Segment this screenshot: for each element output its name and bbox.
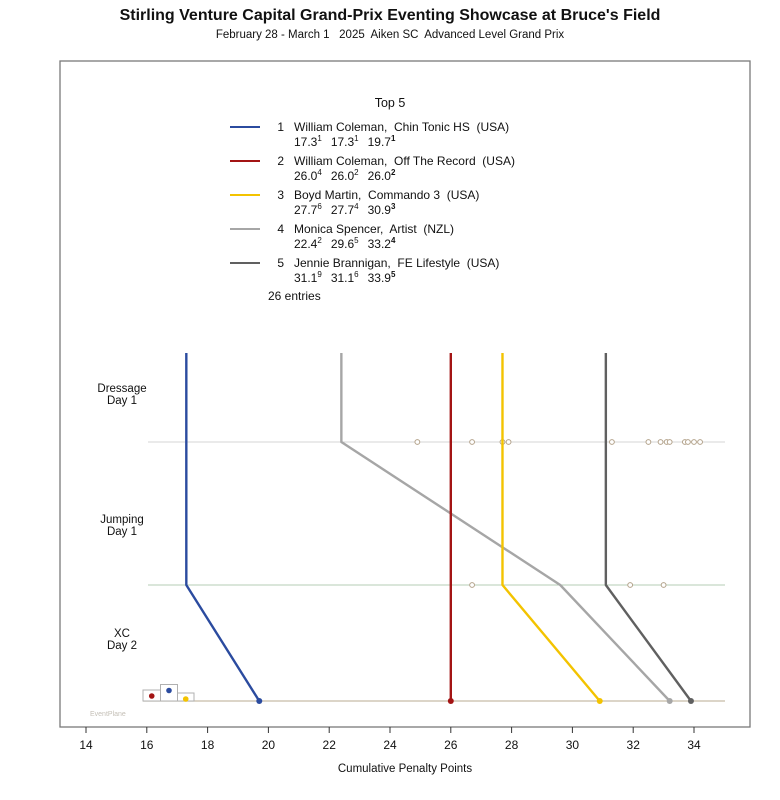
phase-label: Day 1 (107, 395, 137, 407)
phase-label: Day 1 (107, 526, 137, 538)
score-value: 31.16 (330, 270, 359, 286)
series-final-dot-rank-3 (596, 698, 603, 704)
series-final-dot-rank-2 (447, 698, 454, 704)
entry-dot (645, 439, 652, 445)
score-value: 33.24 (367, 236, 396, 252)
legend-rider-scores: 17.31 17.31 19.71 (294, 135, 570, 152)
score-value: 27.74 (330, 202, 359, 218)
score-value: 33.95 (367, 270, 396, 286)
legend-rider-name: Jennie Brannigan, FE Lifestyle (USA) (294, 256, 500, 270)
legend-rank: 3 (277, 188, 284, 202)
score-value: 17.31 (294, 134, 322, 150)
entry-dot (685, 439, 691, 445)
entry-dot (627, 582, 634, 588)
series-final-dot-rank-5 (687, 698, 694, 704)
score-value: 26.02 (367, 168, 396, 184)
score-value: 26.04 (294, 168, 322, 184)
axis-tick-label: 30 (566, 738, 580, 752)
legend-item: 3 Boyd Martin, Commando 3 (USA) (230, 187, 570, 203)
legend-item: 5 Jennie Brannigan, FE Lifestyle (USA) (230, 255, 570, 271)
axis-tick-label: 26 (444, 738, 458, 752)
score-value: 22.42 (294, 236, 322, 252)
podium-medal-dot (182, 696, 189, 702)
legend-rider-name: William Coleman, Off The Record (USA) (294, 154, 515, 168)
axis-tick-label: 16 (140, 738, 154, 752)
entry-dot (691, 439, 697, 445)
legend-rows: 1 William Coleman, Chin Tonic HS (USA) 17.… (230, 119, 570, 288)
podium-medal-dot (166, 687, 172, 694)
axis-tick-label: 22 (323, 738, 337, 752)
legend-rider-scores: 31.19 31.16 33.95 (294, 271, 570, 288)
score-value: 27.76 (294, 202, 322, 218)
entry-dot (666, 439, 673, 445)
legend-rider-scores: 22.42 29.65 33.24 (294, 237, 570, 254)
entry-dot (660, 582, 667, 588)
axis-tick-label: 28 (505, 738, 519, 752)
legend-swatch-icon (230, 126, 260, 128)
series-final-dot-rank-1 (256, 698, 263, 704)
series-line-rank-1 (185, 353, 261, 702)
legend-rider-name: William Coleman, Chin Tonic HS (USA) (294, 120, 510, 134)
entry-dot (609, 439, 615, 445)
legend-item: 4 Monica Spencer, Artist (NZL) (230, 221, 570, 237)
entry-dot (697, 439, 703, 445)
chart-title: Stirling Venture Capital Grand-Prix Even… (119, 7, 661, 24)
axis-tick-label: 32 (627, 738, 641, 752)
phase-label: Day 2 (107, 640, 137, 652)
legend-swatch-icon (230, 194, 260, 196)
score-value: 31.19 (294, 270, 322, 286)
entry-dot (657, 439, 664, 445)
legend-rider-name: Monica Spencer, Artist (NZL) (294, 222, 455, 236)
score-value: 30.93 (367, 202, 396, 218)
legend-rider-scores: 27.76 27.74 30.93 (294, 203, 570, 220)
series-line-rank-3 (501, 353, 601, 702)
legend-rank: 2 (277, 154, 284, 168)
score-value: 19.71 (367, 134, 396, 150)
legend-rank: 5 (277, 256, 284, 270)
series-line-rank-4 (340, 353, 671, 702)
watermark: EventPlane (90, 711, 126, 718)
legend-swatch-icon (230, 262, 260, 264)
legend-rider-scores: 26.04 26.02 26.02 (294, 169, 570, 186)
legend-rank: 1 (277, 120, 284, 134)
phase-label: Jumping (100, 514, 143, 526)
legend-item: 2 William Coleman, Off The Record (USA) (230, 153, 570, 169)
chart-subtitle: February 28 - March 1 2025 Aiken SC Adva… (215, 29, 565, 41)
entry-dot (505, 439, 512, 445)
axis-tick-label: 18 (201, 738, 215, 752)
plot-border (59, 60, 751, 728)
legend-item: 1 William Coleman, Chin Tonic HS (USA) (230, 119, 570, 135)
x-axis-title: Cumulative Penalty Points (338, 763, 472, 775)
series-final-dot-rank-4 (666, 698, 673, 704)
legend-title: Top 5 (374, 96, 406, 110)
axis-tick-label: 20 (262, 738, 276, 752)
podium-medal-dot (148, 693, 155, 699)
score-value: 29.65 (330, 236, 359, 252)
score-value: 26.02 (330, 168, 359, 184)
entry-dot (414, 439, 421, 445)
entries-count: 26 entries (268, 289, 321, 303)
series-line-rank-5 (604, 353, 692, 702)
legend-rider-name: Boyd Martin, Commando 3 (USA) (294, 188, 480, 202)
phase-label: XC (114, 628, 130, 640)
legend-swatch-icon (230, 228, 260, 230)
legend-swatch-icon (230, 160, 260, 162)
score-value: 17.31 (330, 134, 359, 150)
entry-dot (469, 582, 475, 588)
axis-tick-label: 24 (383, 738, 397, 752)
legend-rank: 4 (277, 222, 284, 236)
axis-tick-label: 34 (687, 738, 701, 752)
entry-dot (469, 439, 475, 445)
legend: Top 5 1 William Coleman, Chin Tonic HS (U… (230, 96, 570, 303)
phase-label: Dressage (97, 383, 146, 395)
axis-tick-label: 14 (79, 738, 93, 752)
